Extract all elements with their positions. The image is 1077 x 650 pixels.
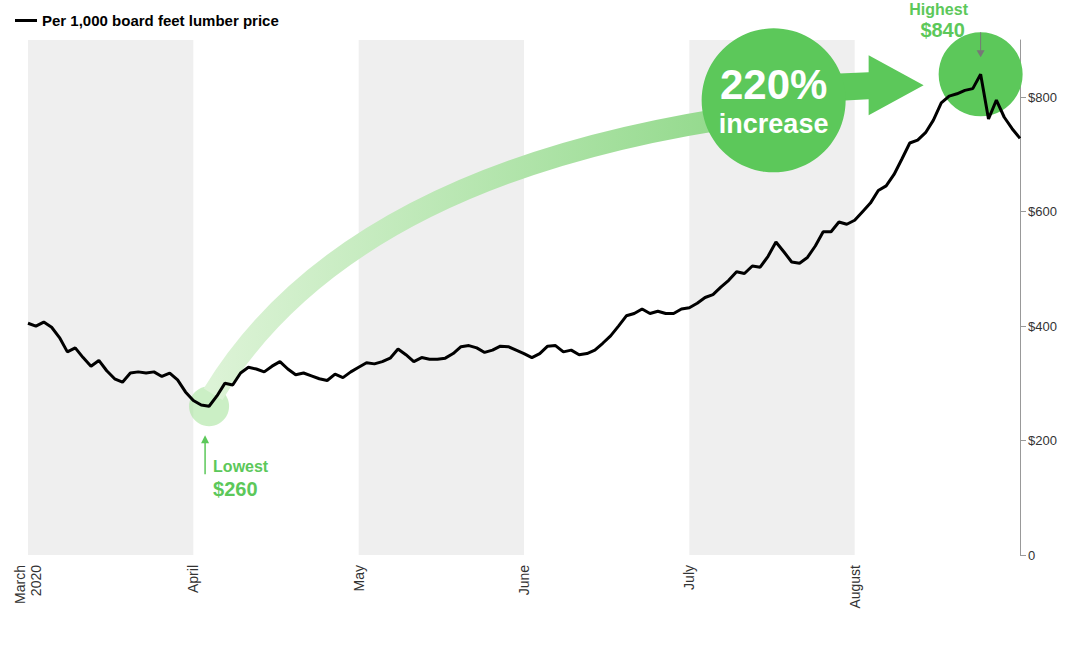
svg-text:Highest: Highest [909,1,968,18]
svg-text:220%: 220% [720,61,827,108]
svg-text:Per 1,000 board feet lumber pr: Per 1,000 board feet lumber price [42,12,279,29]
svg-text:0: 0 [1028,548,1035,563]
svg-text:2020: 2020 [28,565,44,596]
svg-text:$400: $400 [1028,319,1057,334]
svg-text:April: April [185,565,201,593]
svg-text:July: July [681,565,697,590]
svg-text:$200: $200 [1028,433,1057,448]
svg-text:$840: $840 [920,19,965,41]
svg-text:May: May [351,565,367,591]
svg-text:increase: increase [719,109,829,139]
svg-text:$260: $260 [213,478,257,500]
svg-text:June: June [516,565,532,596]
svg-text:March: March [12,565,28,604]
svg-text:$600: $600 [1028,204,1057,219]
svg-text:August: August [847,565,863,609]
svg-text:Lowest: Lowest [213,458,269,475]
svg-text:$800: $800 [1028,90,1057,105]
